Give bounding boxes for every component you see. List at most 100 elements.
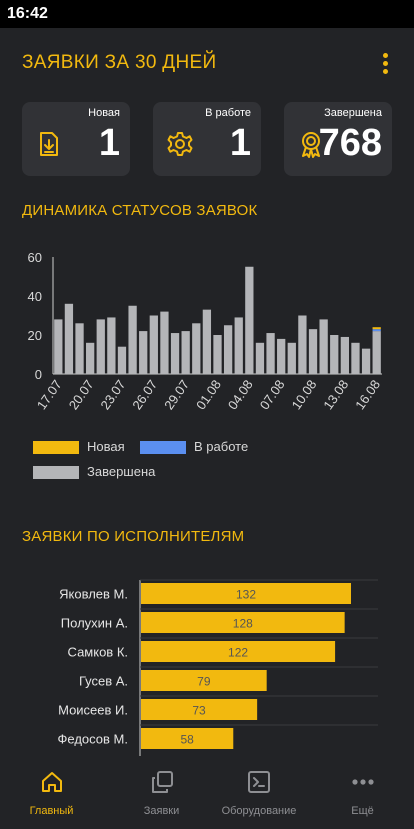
- bar: [330, 335, 339, 374]
- bar: [266, 333, 275, 374]
- executor-name: Самков К.: [68, 645, 128, 660]
- bar: [141, 699, 258, 720]
- status-time: 16:42: [7, 5, 48, 22]
- more-vert-icon[interactable]: [380, 52, 392, 76]
- x-tick-label: 16.08: [352, 377, 383, 412]
- x-tick-label: 20.07: [66, 377, 97, 412]
- bar: [372, 331, 381, 374]
- bar: [255, 342, 265, 374]
- bar: [117, 346, 127, 374]
- bar: [128, 305, 137, 374]
- y-tick-label: 20: [28, 328, 42, 343]
- nav-equipment[interactable]: Оборудование: [207, 758, 311, 829]
- legend-in-work-swatch: [140, 441, 186, 454]
- bar: [141, 641, 336, 662]
- nav-home-label: Главный: [29, 805, 74, 817]
- bar-value-label: 128: [233, 617, 253, 631]
- card-new-value: 1: [98, 122, 120, 164]
- y-tick-label: 40: [28, 289, 42, 304]
- bar: [202, 309, 212, 374]
- card-in-work[interactable]: В работе 1: [153, 102, 261, 176]
- bar: [181, 331, 190, 374]
- bar: [298, 315, 307, 374]
- bar: [86, 342, 95, 374]
- download-file-icon: [40, 132, 58, 156]
- status-dynamics-chart: 0 20 40 60 17.07 20.07 23.07 26.07 29.07 01.08 04.…: [28, 250, 384, 412]
- bar-value-label: 58: [180, 733, 194, 747]
- bar: [372, 327, 381, 330]
- bar: [54, 319, 63, 374]
- more-horiz-icon: [351, 779, 374, 785]
- bar: [141, 612, 345, 633]
- bar: [213, 335, 222, 374]
- terminal-icon: [248, 771, 270, 793]
- legend-in-work-label: В работе: [194, 439, 249, 454]
- bar: [64, 303, 74, 374]
- bar: [141, 670, 267, 691]
- bar: [149, 315, 158, 374]
- bar: [223, 325, 233, 374]
- bar: [277, 338, 286, 374]
- executor-name: Моисеев И.: [58, 703, 128, 718]
- bottom-nav: Главный Заявки Оборудование Ещё: [0, 758, 414, 829]
- x-tick-label: 29.07: [161, 377, 192, 412]
- nav-more[interactable]: Ещё: [311, 758, 414, 829]
- bar: [319, 319, 328, 374]
- bar: [372, 329, 381, 332]
- bar: [107, 317, 116, 374]
- executor-name: Гусев А.: [79, 674, 128, 689]
- bar: [170, 333, 180, 374]
- bar: [160, 311, 169, 374]
- x-tick-label: 26.07: [129, 377, 160, 412]
- nav-requests-label: Заявки: [143, 805, 180, 817]
- card-in-work-label: В работе: [205, 107, 251, 119]
- nav-equipment-label: Оборудование: [221, 805, 297, 817]
- legend-new-label: Новая: [87, 439, 125, 454]
- status-bar: 16:42: [0, 0, 414, 28]
- x-tick-label: 10.08: [289, 377, 320, 412]
- dynamics-title: ДИНАМИКА СТАТУСОВ ЗАЯВОК: [22, 202, 258, 219]
- legend-done-swatch: [33, 466, 79, 479]
- bar: [340, 336, 349, 374]
- bar: [141, 583, 351, 604]
- bar: [351, 342, 360, 374]
- nav-more-label: Ещё: [351, 805, 374, 817]
- bar: [96, 319, 105, 374]
- page-title: ЗАЯВКИ ЗА 30 ДНЕЙ: [22, 52, 217, 73]
- bar-value-label: 132: [236, 588, 256, 602]
- bar: [139, 331, 148, 374]
- nav-requests[interactable]: Заявки: [110, 758, 213, 829]
- nav-home[interactable]: Главный: [0, 758, 103, 829]
- bar: [192, 323, 201, 374]
- bar-value-label: 79: [197, 675, 211, 689]
- x-tick-label: 17.07: [34, 377, 65, 412]
- executor-name: Полухин А.: [61, 616, 128, 631]
- card-new[interactable]: Новая 1: [22, 102, 130, 176]
- executors-title: ЗАЯВКИ ПО ИСПОЛНИТЕЛЯМ: [22, 528, 245, 545]
- home-icon: [41, 772, 62, 792]
- bar: [234, 317, 243, 374]
- executor-name: Яковлев М.: [59, 587, 128, 602]
- y-tick-label: 60: [28, 250, 42, 265]
- card-new-label: Новая: [88, 107, 120, 119]
- bar: [245, 266, 254, 374]
- card-done[interactable]: Завершена 768: [284, 102, 392, 176]
- card-in-work-value: 1: [229, 122, 251, 164]
- card-done-label: Завершена: [324, 107, 382, 119]
- x-tick-label: 07.08: [257, 377, 288, 412]
- bar-value-label: 73: [192, 704, 206, 718]
- executors-chart: Яковлев М. 132 Полухин А. 128 Самков К. 122 Гу…: [58, 579, 378, 756]
- bar: [75, 323, 84, 374]
- award-badge-icon: [302, 132, 320, 158]
- y-tick-label: 0: [35, 367, 42, 382]
- x-tick-label: 01.08: [193, 377, 224, 412]
- legend-new-swatch: [33, 441, 79, 454]
- bar-value-label: 122: [228, 646, 248, 660]
- bar: [361, 348, 371, 374]
- x-tick-label: 04.08: [225, 377, 256, 412]
- gear-icon: [167, 132, 193, 156]
- legend-done-label: Завершена: [87, 464, 156, 479]
- executor-name: Федосов М.: [58, 732, 128, 747]
- card-done-value: 768: [318, 122, 382, 164]
- x-tick-label: 13.08: [320, 377, 351, 412]
